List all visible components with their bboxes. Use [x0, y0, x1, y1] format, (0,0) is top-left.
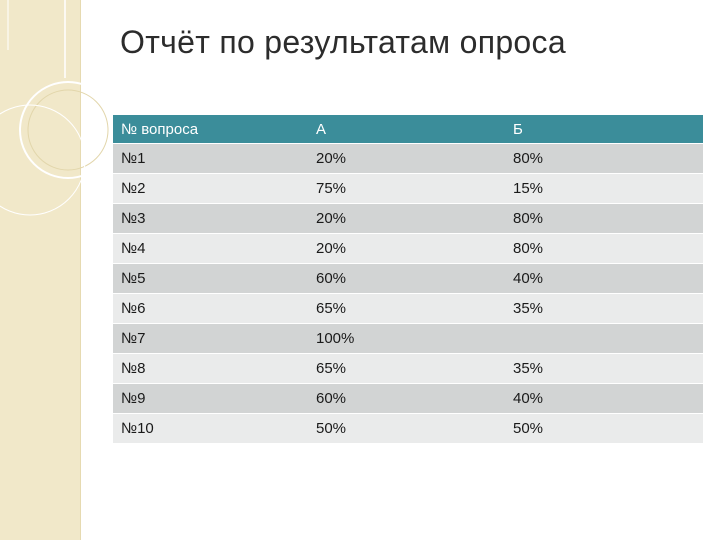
header-option-b: Б — [505, 115, 703, 144]
cell-option-a: 60% — [308, 263, 505, 294]
cell-question: №9 — [113, 383, 308, 414]
cell-question: №8 — [113, 353, 308, 384]
cell-question: №3 — [113, 203, 308, 234]
table-row: №1 20% 80% — [113, 143, 703, 174]
cell-option-b: 40% — [505, 383, 703, 414]
cell-question: №1 — [113, 143, 308, 174]
cell-option-a: 20% — [308, 203, 505, 234]
table-row: №7 100% — [113, 323, 703, 354]
table-row: №8 65% 35% — [113, 353, 703, 384]
cell-option-a: 20% — [308, 143, 505, 174]
header-question-number: № вопроса — [113, 115, 308, 144]
cell-option-b: 80% — [505, 143, 703, 174]
table-header-row: № вопроса А Б — [113, 115, 703, 144]
cell-option-b: 80% — [505, 203, 703, 234]
cell-option-a: 50% — [308, 413, 505, 444]
cell-option-a: 65% — [308, 293, 505, 324]
table-row: №2 75% 15% — [113, 173, 703, 204]
cell-question: №7 — [113, 323, 308, 354]
cell-option-b: 80% — [505, 233, 703, 264]
cell-option-a: 100% — [308, 323, 505, 354]
decorative-left-band — [0, 0, 81, 540]
table-row: №9 60% 40% — [113, 383, 703, 414]
cell-option-b: 35% — [505, 293, 703, 324]
slide-title: Отчёт по результатам опроса — [120, 24, 566, 60]
table-row: №4 20% 80% — [113, 233, 703, 264]
cell-question: №5 — [113, 263, 308, 294]
table-row: №3 20% 80% — [113, 203, 703, 234]
cell-option-b: 15% — [505, 173, 703, 204]
cell-question: №2 — [113, 173, 308, 204]
cell-question: №10 — [113, 413, 308, 444]
cell-option-a: 75% — [308, 173, 505, 204]
table-row: №5 60% 40% — [113, 263, 703, 294]
cell-option-a: 65% — [308, 353, 505, 384]
cell-question: №6 — [113, 293, 308, 324]
cell-option-a: 20% — [308, 233, 505, 264]
cell-option-b: 40% — [505, 263, 703, 294]
cell-option-b: 35% — [505, 353, 703, 384]
header-option-a: А — [308, 115, 505, 144]
table-row: №10 50% 50% — [113, 413, 703, 444]
table-row: №6 65% 35% — [113, 293, 703, 324]
cell-option-b — [505, 323, 703, 354]
cell-question: №4 — [113, 233, 308, 264]
cell-option-a: 60% — [308, 383, 505, 414]
survey-results-table: № вопроса А Б №1 20% 80% №2 75% 15% №3 2… — [113, 115, 703, 444]
cell-option-b: 50% — [505, 413, 703, 444]
